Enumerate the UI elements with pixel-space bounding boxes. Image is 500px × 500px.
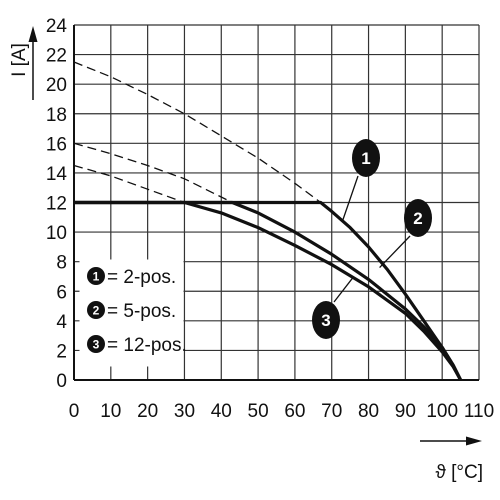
x-tick-label: 50 [248, 401, 269, 422]
legend-marker-1-label: 1 [93, 270, 100, 284]
legend-marker-3-label: 3 [93, 338, 100, 352]
x-tick-label: 60 [284, 401, 305, 422]
curves [73, 61, 463, 381]
x-tick-label: 100 [426, 401, 458, 422]
marker-3-label: 3 [321, 311, 330, 330]
series-2-line [74, 200, 463, 381]
x-tick-label: 70 [321, 401, 342, 422]
series-2-dashed-line [73, 142, 233, 204]
axes [28, 25, 482, 446]
y-axis-label: I [A] [9, 43, 30, 77]
x-tick-label: 10 [100, 401, 121, 422]
legend-marker-3 [87, 335, 105, 353]
legend: 1 = 2-pos. 2 = 5-pos. 3 = 12-pos. [79, 259, 187, 367]
legend-marker-2 [87, 301, 105, 319]
marker-1-badge [352, 139, 380, 177]
y-tick-label: 2 [56, 341, 67, 362]
x-arrow-head [466, 436, 482, 446]
marker-3-leader [333, 276, 355, 303]
y-arrow-head [28, 26, 38, 42]
x-tick-label: 0 [69, 401, 80, 422]
x-tick-label: 20 [137, 401, 158, 422]
legend-entry-3: = 12-pos. [107, 335, 187, 356]
y-tick-label: 0 [56, 371, 67, 392]
curve-markers: 1 2 3 [312, 139, 432, 339]
series-1-dashed-line [73, 61, 322, 204]
y-tick-label: 18 [46, 105, 67, 126]
y-tick-label: 4 [56, 312, 67, 333]
y-tick-label: 10 [46, 223, 67, 244]
tick-labels: 0 10 20 30 40 50 60 70 80 90 100 110024681012141618… [46, 16, 494, 422]
legend-marker-2-label: 2 [93, 304, 100, 318]
x-tick-label: 30 [174, 401, 195, 422]
y-tick-label: 24 [46, 16, 68, 37]
y-tick-label: 8 [56, 253, 67, 274]
x-tick-label: 90 [395, 401, 416, 422]
y-tick-label: 20 [46, 75, 67, 96]
marker-2-badge [404, 199, 432, 237]
marker-1-leader [342, 175, 359, 221]
legend-entry-2: = 5-pos. [107, 301, 176, 322]
y-tick-label: 22 [46, 46, 67, 67]
series-3-dashed-line [73, 164, 185, 204]
x-tick-label: 110 [464, 401, 494, 422]
marker-2-leader [379, 235, 411, 269]
marker-2-label: 2 [413, 209, 422, 228]
legend-entry-1: = 2-pos. [107, 267, 176, 288]
marker-3-badge [312, 301, 340, 339]
y-tick-label: 14 [46, 164, 68, 185]
x-axis-label: ϑ [°C] [435, 462, 483, 483]
marker-1-label: 1 [361, 149, 370, 168]
series-3-line [74, 200, 462, 381]
y-tick-label: 16 [46, 134, 67, 155]
y-tick-label: 12 [46, 194, 67, 215]
y-tick-label: 6 [56, 282, 67, 303]
legend-marker-1 [87, 267, 105, 285]
x-tick-label: 40 [211, 401, 232, 422]
x-tick-label: 80 [358, 401, 379, 422]
